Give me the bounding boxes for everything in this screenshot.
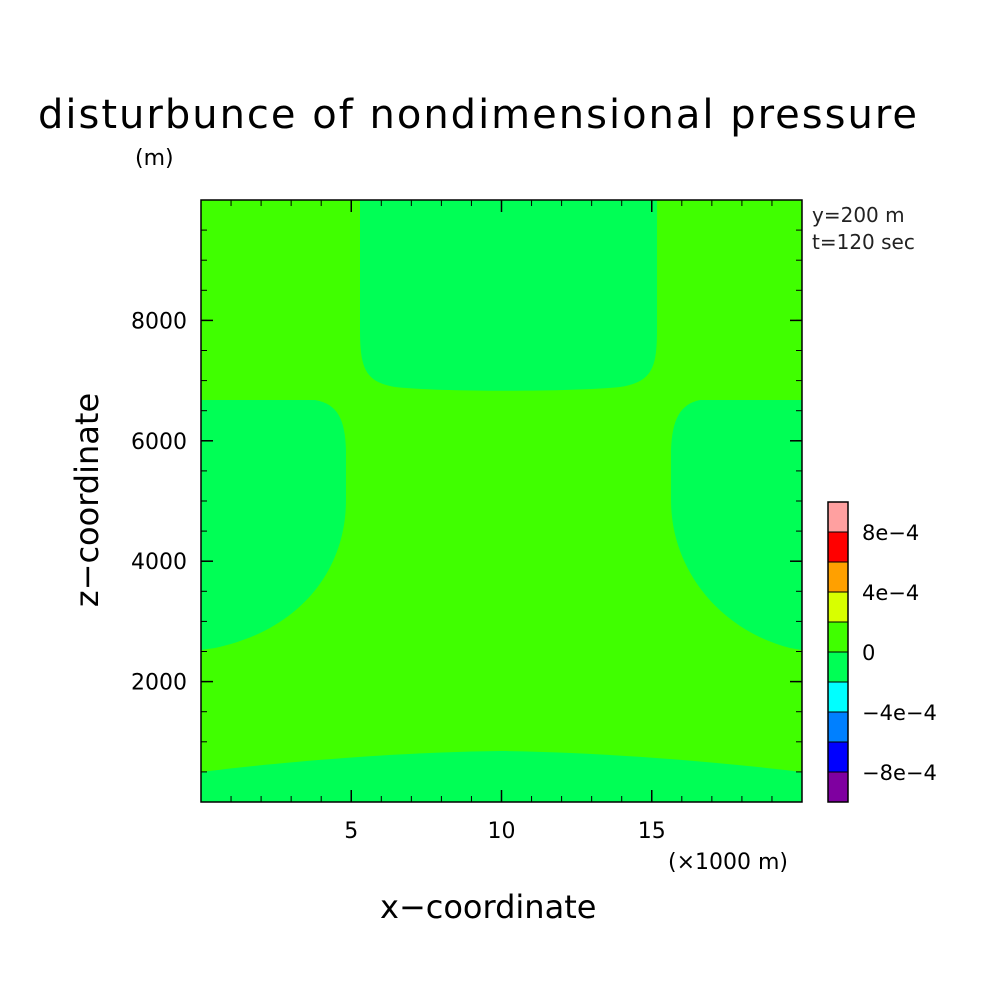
colorbar-swatch bbox=[827, 771, 849, 803]
colorbar-swatch bbox=[827, 501, 849, 533]
colorbar-swatch bbox=[827, 591, 849, 623]
colorbar-frame bbox=[827, 501, 849, 803]
y-tick-label: 8000 bbox=[131, 309, 187, 334]
x-ticks: 5 10 15 bbox=[344, 200, 666, 844]
y-ticks: 2000 4000 6000 8000 bbox=[131, 309, 802, 696]
y-tick-label: 2000 bbox=[131, 671, 187, 696]
annotation-t: t=120 sec bbox=[812, 230, 915, 254]
chart-title: disturbunce of nondimensional pressure bbox=[38, 92, 919, 138]
x-tick-label: 10 bbox=[488, 819, 516, 844]
colorbar-tick-label: −8e−4 bbox=[862, 761, 937, 785]
colorbar-tick-label: −4e−4 bbox=[862, 701, 937, 725]
region-top-center bbox=[360, 200, 657, 391]
region-bottom bbox=[201, 751, 802, 802]
colorbar-tick-label: 8e−4 bbox=[862, 521, 919, 545]
x-axis-label: x−coordinate bbox=[380, 888, 597, 926]
colorbar-swatch bbox=[827, 741, 849, 773]
colorbar-swatch bbox=[827, 651, 849, 683]
y-tick-label: 6000 bbox=[131, 430, 187, 455]
colorbar-swatch bbox=[827, 681, 849, 713]
colorbar-swatch bbox=[827, 531, 849, 563]
region-left-middle bbox=[201, 400, 346, 650]
unit-label: (m) bbox=[135, 146, 174, 171]
x-tick-label: 15 bbox=[638, 819, 666, 844]
colorbar-swatch bbox=[827, 561, 849, 593]
plot-area: 5 10 15 2000 4000 6000 8000 bbox=[131, 199, 803, 844]
colorbar-swatch bbox=[827, 621, 849, 653]
region-right-middle bbox=[671, 400, 802, 650]
x-tick-label: 5 bbox=[344, 819, 358, 844]
colorbar: 8e−4 4e−4 0 −4e−4 −8e−4 bbox=[827, 501, 937, 803]
colorbar-swatch bbox=[827, 711, 849, 743]
x-axis-unit: (×1000 m) bbox=[668, 850, 789, 875]
annotation-y: y=200 m bbox=[812, 203, 905, 227]
colorbar-tick-label: 4e−4 bbox=[862, 581, 919, 605]
colorbar-tick-label: 0 bbox=[862, 641, 875, 665]
y-tick-label: 4000 bbox=[131, 550, 187, 575]
